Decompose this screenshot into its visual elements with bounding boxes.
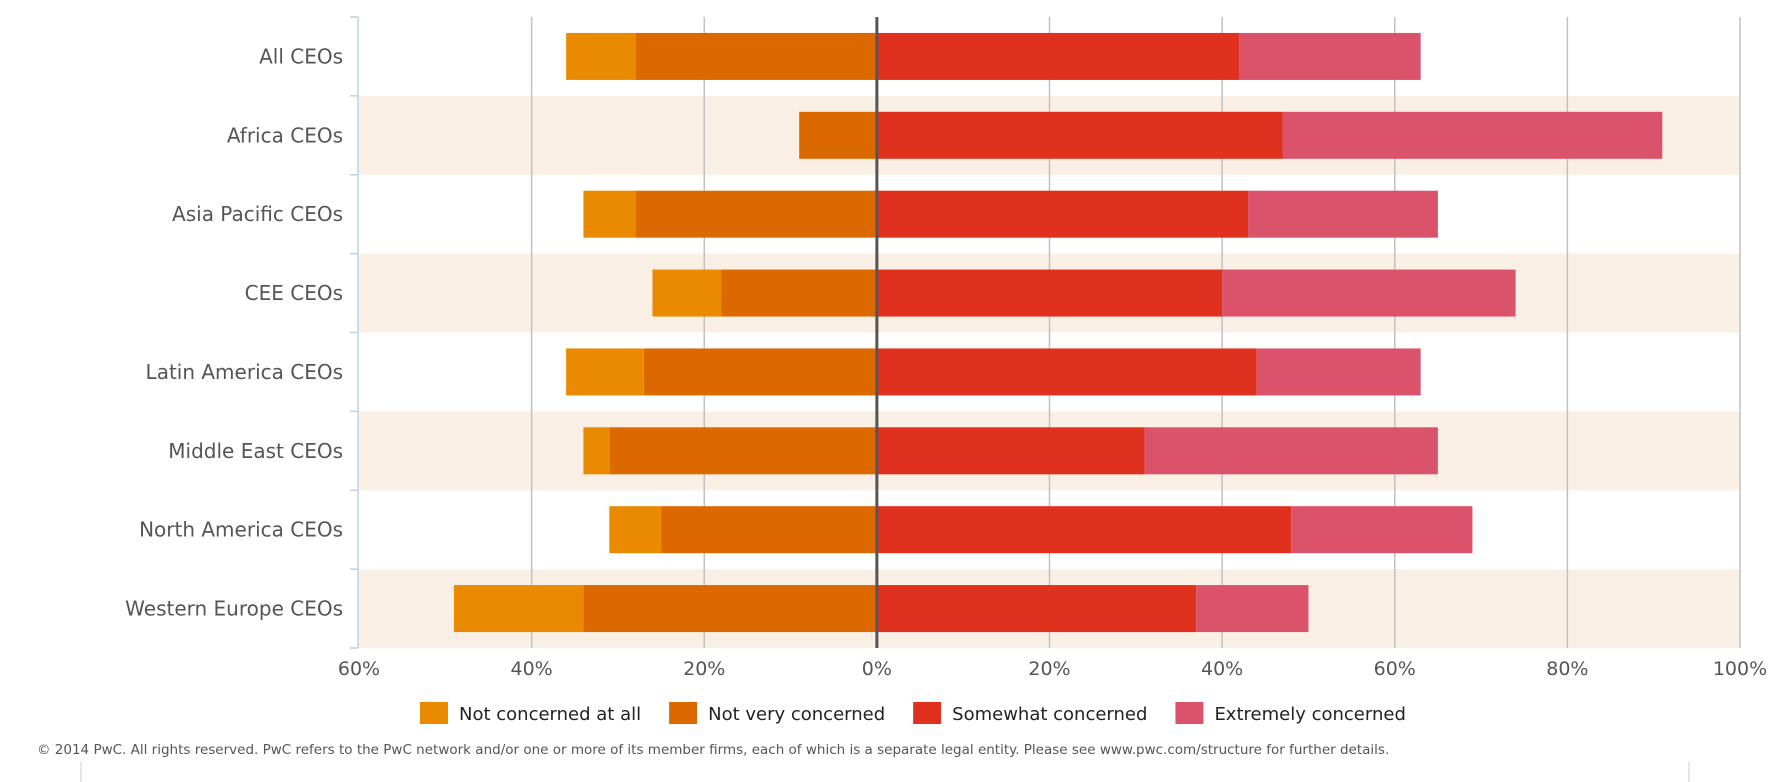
bar-not-concerned-at-all [453,585,584,633]
x-tick-label: 20% [683,658,725,680]
bar-somewhat-concerned [876,111,1283,159]
bar-somewhat-concerned [876,585,1197,633]
x-tick-label: 60% [338,658,380,680]
bar-extremely-concerned [1256,348,1421,396]
legend-label: Somewhat concerned [952,704,1147,725]
category-label: Middle East CEOs [168,439,343,463]
x-tick-label: 0% [862,658,892,680]
bar-somewhat-concerned [876,506,1292,554]
x-tick-label: 40% [1201,658,1243,680]
bar-extremely-concerned [1196,585,1309,633]
category-label: Latin America CEOs [146,360,343,384]
bar-series [453,32,1663,633]
category-label: Africa CEOs [227,123,343,147]
bar-not-very-concerned [721,269,877,317]
x-tick-label: 80% [1546,658,1588,680]
bar-extremely-concerned [1291,506,1473,554]
legend-label: Not concerned at all [459,704,641,725]
legend-item-somewhat-concerned[interactable]: Somewhat concerned [913,702,1147,725]
legend-item-not-concerned-at-all[interactable]: Not concerned at all [420,702,641,725]
bar-not-very-concerned [583,585,877,633]
bar-extremely-concerned [1222,269,1516,317]
legend-swatch [1175,702,1204,724]
legend-label: Not very concerned [708,704,885,725]
bar-extremely-concerned [1144,427,1438,475]
legend: Not concerned at all Not very concerned So… [420,702,1406,725]
bar-not-concerned-at-all [652,269,722,317]
bar-not-concerned-at-all [583,190,636,238]
x-tick-label: 100% [1713,658,1767,680]
category-label: Western Europe CEOs [125,597,343,621]
bar-not-concerned-at-all [583,427,610,475]
bar-not-concerned-at-all [566,348,644,396]
bar-somewhat-concerned [876,32,1240,80]
x-tick-label: 40% [511,658,553,680]
bar-extremely-concerned [1248,190,1438,238]
bar-not-very-concerned [661,506,877,554]
bar-not-very-concerned [609,427,877,475]
bar-somewhat-concerned [876,269,1223,317]
category-labels: All CEOs Africa CEOs Asia Pacific CEOs CEE … [125,44,343,620]
y-axis [350,16,879,649]
bar-extremely-concerned [1282,111,1663,159]
legend-label: Extremely concerned [1214,704,1405,725]
category-label: North America CEOs [139,518,343,542]
bar-not-very-concerned [799,111,877,159]
bar-not-concerned-at-all [566,32,636,80]
bar-extremely-concerned [1239,32,1421,80]
legend-swatch [420,702,448,724]
category-label: Asia Pacific CEOs [172,202,343,226]
legend-swatch [669,702,698,724]
category-label: All CEOs [259,44,343,68]
x-axis-tick-labels: 60% 40% 20% 0% 20% 40% 60% 80% 100% [338,658,1767,680]
legend-item-extremely-concerned[interactable]: Extremely concerned [1175,702,1406,725]
bar-not-very-concerned [643,348,877,396]
legend-item-not-very-concerned[interactable]: Not very concerned [669,702,885,725]
x-tick-label: 60% [1374,658,1416,680]
bar-not-very-concerned [635,32,877,80]
bar-not-concerned-at-all [609,506,662,554]
bar-somewhat-concerned [876,348,1257,396]
x-tick-label: 20% [1028,658,1070,680]
bar-not-very-concerned [635,190,877,238]
bar-somewhat-concerned [876,427,1145,475]
copyright-text: © 2014 PwC. All rights reserved. PwC ref… [37,742,1389,758]
bar-somewhat-concerned [876,190,1249,238]
legend-swatch [913,702,942,724]
category-label: CEE CEOs [245,281,343,305]
